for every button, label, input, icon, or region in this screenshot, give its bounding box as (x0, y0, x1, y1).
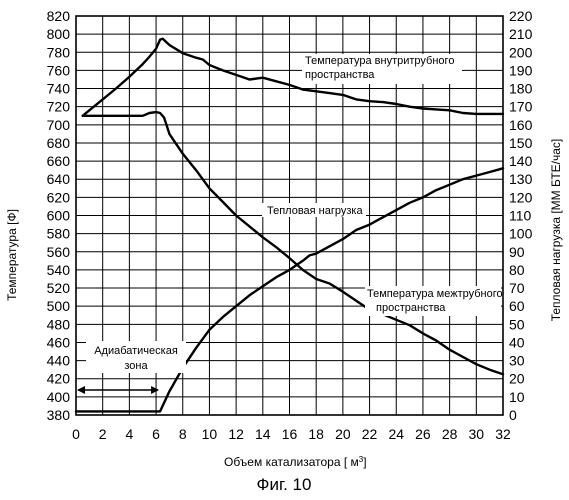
y-left-tick-label-18: 740 (47, 81, 71, 97)
x-tick-label-15: 30 (469, 426, 485, 442)
y-right-tick-label-0: 0 (509, 407, 517, 423)
y-right-tick-label-16: 160 (509, 117, 533, 133)
y-right-tick-label-8: 80 (509, 262, 525, 278)
y-right-tick-label-10: 100 (509, 226, 533, 242)
y-left-tick-label-7: 520 (47, 280, 71, 296)
y-right-tick-label-22: 220 (509, 8, 533, 24)
x-tick-label-8: 16 (282, 426, 298, 442)
y-right-tick-label-4: 40 (509, 334, 525, 350)
y-right-tick-label-2: 20 (509, 371, 525, 387)
y-right-tick-label-7: 70 (509, 280, 525, 296)
x-axis-label: Объем катализатора [ м3] (224, 455, 367, 470)
x-tick-label-3: 6 (152, 426, 160, 442)
shell-side-label-line-1: Температура межтрубного (367, 288, 503, 300)
y-right-tick-label-19: 190 (509, 62, 533, 78)
y-left-tick-label-3: 440 (47, 353, 71, 369)
y-left-tick-label-9: 560 (47, 244, 71, 260)
adiabatic-label-line-1: Адиабатическая (94, 345, 178, 357)
y-right-axis-label: Тепловая нагрузка [ММ БТЕ/час] (549, 139, 563, 322)
shell-side-label-line-2: пространства (376, 302, 446, 314)
x-tick-label-16: 32 (495, 426, 511, 442)
y-left-tick-label-15: 680 (47, 135, 71, 151)
y-left-tick-label-13: 640 (47, 171, 71, 187)
series-line-shell-side-temperature (83, 112, 503, 374)
y-left-tick-label-17: 720 (47, 99, 71, 115)
x-tick-label-2: 4 (125, 426, 133, 442)
x-tick-label-5: 10 (202, 426, 218, 442)
tube-side-label-line-1: Температура внутритрубного (305, 55, 454, 67)
x-tick-label-7: 14 (255, 426, 271, 442)
y-left-tick-label-22: 820 (47, 8, 71, 24)
x-tick-label-4: 8 (179, 426, 187, 442)
y-left-tick-label-21: 800 (47, 26, 71, 42)
adiabatic-label-line-2: зона (124, 360, 148, 372)
y-right-tick-label-6: 60 (509, 298, 525, 314)
x-tick-label-12: 24 (388, 426, 404, 442)
y-left-tick-label-14: 660 (47, 153, 71, 169)
y-right-tick-label-1: 10 (509, 389, 525, 405)
y-left-tick-label-2: 420 (47, 371, 71, 387)
x-tick-label-0: 0 (72, 426, 80, 442)
y-left-tick-label-19: 760 (47, 62, 71, 78)
x-tick-label-10: 20 (335, 426, 351, 442)
heat-duty-label: Тепловая нагрузка (267, 205, 363, 217)
y-left-axis-tick-labels: 380 400 420 440 460 480 500 520 540 560 580 600 620 6… (47, 8, 71, 423)
x-tick-label-6: 12 (228, 426, 244, 442)
y-right-tick-label-3: 30 (509, 353, 525, 369)
y-right-tick-label-15: 150 (509, 135, 533, 151)
y-left-tick-label-1: 400 (47, 389, 71, 405)
y-right-tick-label-11: 110 (509, 208, 532, 224)
y-right-tick-label-14: 140 (509, 153, 533, 169)
x-tick-label-1: 2 (99, 426, 107, 442)
y-right-tick-label-21: 210 (509, 26, 533, 42)
x-tick-label-11: 22 (362, 426, 378, 442)
y-left-tick-label-8: 540 (47, 262, 71, 278)
y-right-tick-label-13: 130 (509, 171, 533, 187)
y-left-tick-label-6: 500 (47, 298, 71, 314)
y-right-tick-label-17: 170 (509, 99, 533, 115)
figure-caption: Фиг. 10 (257, 475, 312, 494)
tube-side-label-line-2: пространства (305, 69, 375, 81)
y-left-tick-label-16: 700 (47, 117, 71, 133)
y-right-tick-label-18: 180 (509, 81, 533, 97)
y-right-tick-label-5: 50 (509, 316, 525, 332)
series-label-heat-duty: Тепловая нагрузка (262, 203, 366, 217)
y-left-tick-label-5: 480 (47, 316, 71, 332)
y-right-tick-label-20: 200 (509, 44, 533, 60)
y-left-tick-label-20: 780 (47, 44, 71, 60)
y-left-tick-label-4: 460 (47, 334, 71, 350)
y-right-tick-label-9: 90 (509, 244, 525, 260)
x-tick-label-14: 28 (442, 426, 458, 442)
x-tick-label-13: 26 (415, 426, 431, 442)
series-label-shell-side: Температура межтрубного пространства (365, 286, 503, 316)
y-left-tick-label-12: 620 (47, 189, 71, 205)
x-axis-tick-labels: 02468101214161820222426283032 (72, 426, 511, 442)
y-right-axis-tick-labels: 0 10 20 30 40 50 60 70 80 90 100 110 120 130 140 150 160… (509, 8, 533, 423)
y-left-tick-label-11: 600 (47, 208, 71, 224)
y-right-tick-label-12: 120 (509, 189, 533, 205)
series-label-tube-side: Температура внутритрубного пространства (302, 54, 462, 84)
y-left-tick-label-10: 580 (47, 226, 71, 242)
y-left-tick-label-0: 380 (47, 407, 71, 423)
y-left-axis-label: Температура [Ф] (5, 209, 19, 301)
adiabatic-zone-annotation: Адиабатическая зона (78, 341, 186, 390)
x-tick-label-9: 18 (308, 426, 324, 442)
